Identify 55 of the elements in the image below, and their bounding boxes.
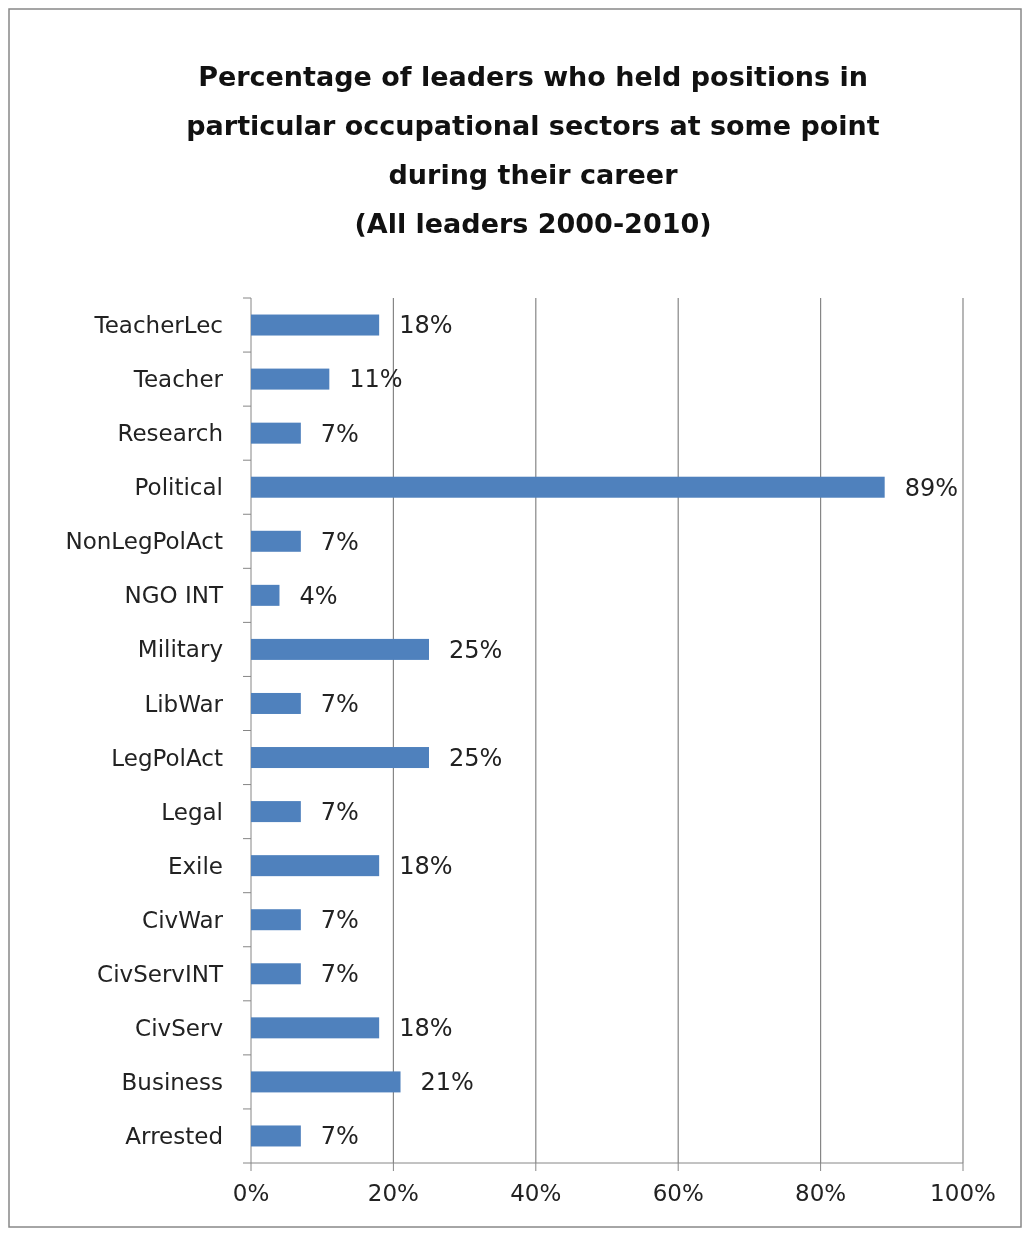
y-tick-label: CivServINT	[97, 960, 224, 987]
bar	[251, 314, 380, 336]
y-tick-label: NGO INT	[124, 582, 224, 609]
data-label: 18%	[399, 1014, 453, 1043]
data-label: 89%	[904, 473, 959, 502]
data-label: 11%	[349, 365, 403, 394]
bar	[251, 584, 280, 606]
bar	[251, 963, 301, 985]
y-tick-label: TeacherLec	[93, 312, 223, 339]
x-tick-label: 80%	[795, 1180, 847, 1206]
data-label: 7%	[320, 1122, 359, 1151]
bar	[251, 747, 429, 769]
bar	[251, 476, 885, 498]
y-tick-label: LegPolAct	[111, 744, 223, 771]
y-tick-label: NonLegPolAct	[65, 528, 223, 555]
data-label: 7%	[320, 797, 359, 826]
y-tick-label: Political	[134, 474, 223, 501]
data-label: 21%	[420, 1068, 474, 1097]
y-tick-label: CivServ	[135, 1014, 223, 1041]
data-label: 7%	[320, 689, 359, 718]
y-tick-label: CivWar	[142, 906, 224, 933]
y-tick-label: Legal	[161, 798, 223, 825]
bar	[251, 368, 330, 390]
data-label: 7%	[320, 527, 359, 556]
bar	[251, 1017, 380, 1039]
data-label: 25%	[449, 635, 503, 664]
bar	[251, 1071, 401, 1093]
y-tick-label: Research	[117, 420, 223, 447]
x-tick-label: 100%	[930, 1180, 996, 1206]
chart-title: Percentage of leaders who held positions in particular occupational sectors at some point during their career (All leaders 2000-2010)	[186, 61, 880, 239]
bar	[251, 638, 429, 660]
data-label: 7%	[320, 906, 359, 935]
y-tick-label: Arrested	[125, 1123, 223, 1150]
bar	[251, 422, 301, 444]
data-label: 18%	[399, 852, 453, 881]
x-tick-label: 20%	[367, 1180, 419, 1206]
bar	[251, 909, 301, 931]
x-tick-label: 0%	[232, 1180, 270, 1206]
data-label: 7%	[320, 419, 359, 448]
y-tick-label: Teacher	[132, 366, 224, 393]
data-label: 7%	[320, 960, 359, 989]
data-label: 25%	[449, 743, 503, 772]
y-tick-label: Military	[137, 636, 223, 663]
data-label: 4%	[299, 581, 338, 610]
y-tick-label: Business	[121, 1068, 223, 1095]
bar	[251, 801, 301, 823]
y-tick-label: Exile	[167, 852, 223, 879]
y-tick-label: LibWar	[144, 690, 224, 717]
x-tick-label: 60%	[652, 1180, 704, 1206]
x-tick-label: 40%	[510, 1180, 562, 1206]
data-label: 18%	[399, 311, 453, 340]
bar	[251, 1125, 301, 1147]
bar	[251, 855, 380, 877]
bar	[251, 530, 301, 552]
bar	[251, 692, 301, 714]
